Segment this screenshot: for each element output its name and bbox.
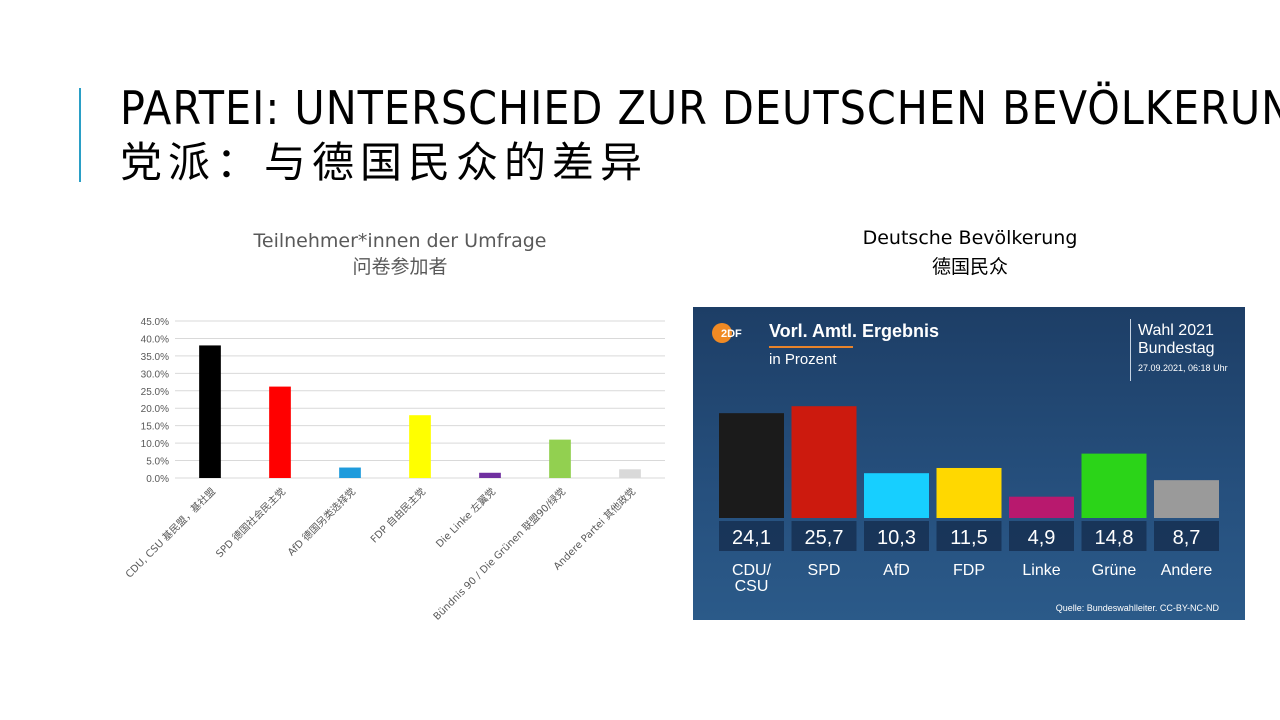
zdf-value-box	[936, 521, 1002, 551]
survey-category-label: AfD 德国另类选择党	[285, 485, 358, 558]
zdf-bar	[1081, 453, 1147, 518]
zdf-value-box	[791, 521, 857, 551]
zdf-value-label: 4,9	[1028, 527, 1056, 549]
survey-category-label: FDP 自由民主党	[368, 485, 429, 546]
survey-bar	[339, 467, 361, 478]
zdf-value-label: 14,8	[1095, 527, 1134, 549]
zdf-category-label: CSU	[735, 578, 769, 595]
survey-bar	[199, 345, 221, 478]
survey-y-tick-label: 30.0%	[141, 369, 169, 380]
zdf-title-underline	[769, 346, 853, 348]
zdf-election-line2: Bundestag	[1138, 340, 1215, 357]
zdf-bar	[791, 406, 857, 518]
survey-bar-chart: 0.0% 5.0% 10.0% 15.0% 20.0% 25.0% 30.0% 35.0% 40…	[123, 317, 665, 623]
title-accent-bar	[79, 88, 81, 182]
zdf-subtitle: in Prozent	[769, 351, 837, 368]
zdf-value-box	[864, 521, 929, 551]
zdf-value-label: 11,5	[950, 527, 987, 549]
survey-y-tick-label: 40.0%	[141, 334, 169, 345]
slide-title-german: PARTEI: UNTERSCHIED ZUR DEUTSCHEN BEVÖLK…	[120, 81, 1280, 135]
survey-y-tick-label: 45.0%	[141, 317, 169, 328]
zdf-timestamp: 27.09.2021, 06:18 Uhr	[1138, 363, 1228, 373]
zdf-value-label: 25,7	[805, 527, 844, 549]
zdf-bar	[936, 467, 1002, 518]
zdf-category-label: SPD	[808, 562, 841, 579]
zdf-category-label: Grüne	[1092, 562, 1137, 579]
survey-y-tick-label: 15.0%	[141, 422, 169, 433]
survey-y-tick-label: 25.0%	[141, 387, 169, 398]
zdf-value-box	[1154, 521, 1219, 551]
survey-bar	[269, 386, 291, 478]
zdf-election-line1: Wahl 2021	[1138, 322, 1214, 339]
zdf-category-label: AfD	[883, 562, 910, 579]
survey-y-tick-label: 5.0%	[146, 457, 169, 468]
survey-y-tick-label: 10.0%	[141, 439, 169, 450]
survey-bar	[619, 469, 641, 478]
survey-category-label: CDU, CSU 基民盟，基社盟	[123, 485, 219, 581]
zdf-election-label: Wahl 2021 Bundestag	[1138, 322, 1215, 358]
zdf-value-label: 24,1	[732, 527, 771, 549]
zdf-logo-icon: 2DF	[712, 323, 742, 343]
survey-caption-chinese: 问卷参加者	[352, 256, 448, 278]
zdf-value-box	[1081, 521, 1147, 551]
zdf-value-label: 10,3	[877, 527, 916, 549]
zdf-value-label: 8,7	[1173, 527, 1201, 549]
survey-caption-german: Teilnehmer*innen der Umfrage	[253, 230, 547, 252]
zdf-value-box	[1009, 521, 1074, 551]
survey-y-tick-label: 20.0%	[141, 404, 169, 415]
zdf-category-label: Linke	[1022, 562, 1060, 579]
zdf-title: Vorl. Amtl. Ergebnis	[769, 321, 940, 341]
zdf-separator	[1130, 319, 1131, 381]
zdf-results-graphic: 24,1 CDU/CSU 25,7 SPD 10,3 AfD 11,5 FDP 4,9 Linke…	[693, 307, 1245, 620]
slide-title-chinese: 党派：与德国民众的差异	[120, 138, 649, 187]
survey-y-tick-label: 0.0%	[146, 474, 169, 485]
zdf-bar	[1009, 496, 1074, 518]
survey-category-label: Die Linke 左翼党	[433, 485, 498, 550]
zdf-bar-chart: 24,1 CDU/CSU 25,7 SPD 10,3 AfD 11,5 FDP 4,9 Linke…	[719, 406, 1219, 595]
survey-chart-caption: Teilnehmer*innen der Umfrage 问卷参加者	[200, 228, 600, 280]
zdf-value-box	[719, 521, 784, 551]
survey-bar	[409, 415, 431, 478]
zdf-logo-text: 2DF	[721, 328, 742, 340]
zdf-category-label: FDP	[953, 562, 985, 579]
survey-category-label: Bündnis 90 / Die Grünen 联盟90/绿党	[430, 485, 568, 623]
zdf-source: Quelle: Bundeswahlleiter. CC-BY-NC-ND	[1055, 603, 1219, 613]
survey-bar	[479, 472, 501, 478]
population-caption-chinese: 德国民众	[931, 256, 1008, 278]
population-chart-caption: Deutsche Bevölkerung 德国民众	[820, 225, 1120, 283]
population-caption-german: Deutsche Bevölkerung	[862, 227, 1078, 249]
zdf-bar	[864, 473, 929, 518]
slide-title: PARTEI: UNTERSCHIED ZUR DEUTSCHEN BEVÖLK…	[120, 78, 1280, 188]
zdf-category-label: Andere	[1161, 562, 1213, 579]
zdf-category-label: CDU/	[732, 562, 772, 579]
survey-bar	[549, 439, 571, 478]
survey-category-label: SPD 德国社会民主党	[213, 485, 288, 560]
zdf-bar	[1154, 480, 1219, 518]
survey-y-tick-label: 35.0%	[141, 352, 169, 363]
zdf-bar	[719, 413, 784, 518]
